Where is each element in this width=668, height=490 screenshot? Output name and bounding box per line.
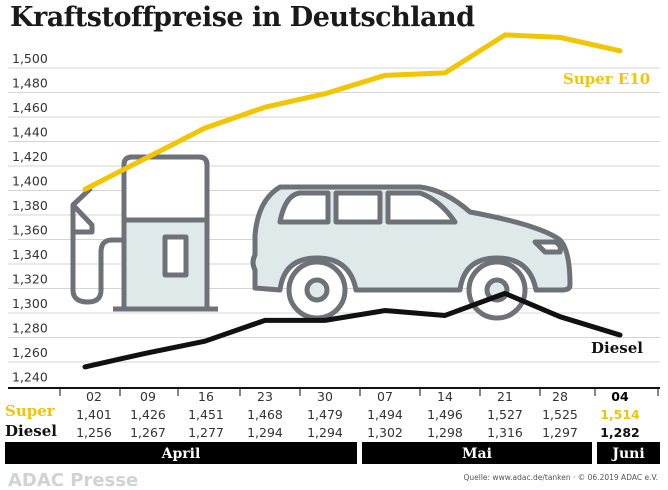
data-label-super: 1,401	[76, 407, 112, 422]
car-icon	[250, 184, 573, 321]
data-label-super: 1,426	[130, 407, 166, 422]
month-bar-mai	[362, 442, 592, 464]
data-label-diesel: 1,267	[130, 425, 166, 440]
series-line-super	[82, 32, 623, 192]
x-tick-label: 23	[257, 389, 273, 404]
y-tick-label: 1,380	[12, 198, 48, 213]
x-tick-label: 21	[497, 389, 513, 404]
data-label-diesel: 1,256	[76, 425, 112, 440]
series-label-super: Super E10	[563, 70, 650, 88]
data-label-super: 1,527	[487, 407, 523, 422]
data-label-diesel: 1,294	[307, 425, 343, 440]
source-note: Quelle: www.adac.de/tanken · © 06.2019 A…	[463, 473, 658, 482]
row-label-super: Super	[5, 402, 56, 420]
y-tick-label: 1,360	[12, 223, 48, 238]
series-label-diesel: Diesel	[591, 339, 643, 357]
y-tick-label: 1,400	[12, 174, 48, 189]
watermark: ADAC Presse	[8, 470, 138, 490]
data-label-diesel: 1,302	[367, 425, 403, 440]
x-tick-label: 28	[552, 389, 568, 404]
y-tick-label: 1,320	[12, 272, 48, 287]
y-tick-label: 1,420	[12, 149, 48, 164]
data-label-diesel: 1,282	[600, 425, 640, 440]
y-tick-label: 1,260	[12, 345, 48, 360]
illustration	[70, 154, 573, 321]
data-label-diesel: 1,294	[247, 425, 283, 440]
data-label-super: 1,479	[307, 407, 343, 422]
month-bar-april	[5, 442, 357, 464]
month-label: Mai	[462, 446, 492, 462]
y-tick-label: 1,340	[12, 247, 48, 262]
month-label: Juni	[610, 446, 644, 462]
x-tick-label: 04	[611, 389, 629, 404]
data-label-super: 1,468	[247, 407, 283, 422]
data-label-diesel: 1,316	[487, 425, 523, 440]
y-tick-label: 1,280	[12, 321, 48, 336]
data-label-super: 1,525	[542, 407, 578, 422]
series-line-diesel	[82, 290, 623, 370]
data-label-super: 1,496	[427, 407, 463, 422]
x-tick-label: 30	[317, 389, 333, 404]
data-label-diesel: 1,277	[188, 425, 224, 440]
month-bar-juni	[597, 442, 660, 464]
data-label-diesel: 1,297	[542, 425, 578, 440]
x-tick-label: 09	[140, 389, 156, 404]
x-tick-label: 02	[86, 389, 102, 404]
row-label-diesel: Diesel	[5, 422, 57, 440]
y-tick-label: 1,440	[12, 125, 48, 140]
x-tick-label: 14	[437, 389, 453, 404]
chart-title: Kraftstoffpreise in Deutschland	[10, 2, 475, 33]
data-label-diesel: 1,298	[427, 425, 463, 440]
x-tick-label: 16	[198, 389, 214, 404]
x-tick-label: 07	[377, 389, 393, 404]
y-tick-label: 1,240	[12, 370, 48, 385]
fuel-pump-icon	[70, 154, 218, 312]
data-label-super: 1,451	[188, 407, 224, 422]
y-tick-label: 1,300	[12, 296, 48, 311]
data-label-super: 1,494	[367, 407, 403, 422]
y-tick-label: 1,460	[12, 100, 48, 115]
y-tick-label: 1,500	[12, 51, 48, 66]
y-tick-label: 1,480	[12, 76, 48, 91]
month-label: April	[161, 446, 201, 462]
data-label-super: 1,514	[600, 407, 640, 422]
